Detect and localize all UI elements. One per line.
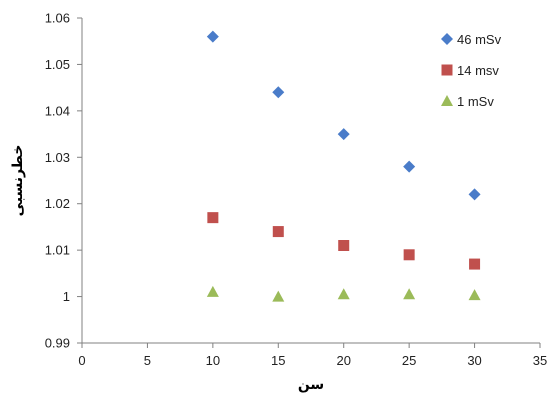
- y-tick-label: 1.06: [45, 11, 70, 26]
- x-tick-label: 20: [336, 353, 350, 368]
- data-point: [206, 30, 219, 43]
- data-point: [272, 86, 285, 99]
- axes: [81, 18, 540, 344]
- data-point: [468, 188, 481, 201]
- data-point: [403, 249, 415, 261]
- data-points: [206, 30, 481, 302]
- y-tick-label: 1: [63, 289, 70, 304]
- y-tick-label: 1.02: [45, 196, 70, 211]
- data-point: [403, 160, 416, 173]
- data-point: [337, 288, 350, 300]
- data-point: [207, 212, 219, 224]
- x-tick-label: 0: [78, 353, 85, 368]
- legend: 46 mSv 14 msv 1 mSv: [441, 32, 502, 109]
- data-point: [403, 288, 416, 300]
- data-point: [338, 240, 350, 251]
- y-tick-label: 1.03: [45, 150, 70, 165]
- x-ticks: 0 5 10 15 20 25 30 35: [78, 343, 547, 368]
- data-point: [469, 258, 481, 270]
- y-axis-title: خطرنسبی: [10, 145, 26, 217]
- legend-marker: [441, 33, 453, 45]
- legend-label: 14 msv: [457, 63, 499, 78]
- data-point: [272, 290, 285, 302]
- x-tick-label: 30: [467, 353, 481, 368]
- legend-label: 46 mSv: [457, 32, 502, 47]
- x-axis-title: سن: [298, 377, 324, 393]
- y-ticks: 0.99 1 1.01 1.02 1.03 1.04 1.05 1.06: [45, 11, 82, 351]
- data-point: [337, 128, 350, 141]
- y-tick-label: 1.05: [45, 57, 70, 72]
- data-point: [272, 226, 284, 238]
- legend-marker: [441, 95, 453, 106]
- legend-label: 1 mSv: [457, 94, 494, 109]
- x-tick-label: 15: [271, 353, 285, 368]
- x-tick-label: 25: [402, 353, 416, 368]
- x-tick-label: 10: [206, 353, 220, 368]
- y-tick-label: 1.01: [45, 243, 70, 258]
- x-tick-label: 35: [533, 353, 547, 368]
- data-point: [206, 285, 219, 297]
- y-tick-label: 1.04: [45, 103, 70, 118]
- x-tick-label: 5: [144, 353, 151, 368]
- legend-marker: [441, 64, 453, 76]
- data-point: [468, 289, 481, 301]
- y-tick-label: 0.99: [45, 336, 70, 351]
